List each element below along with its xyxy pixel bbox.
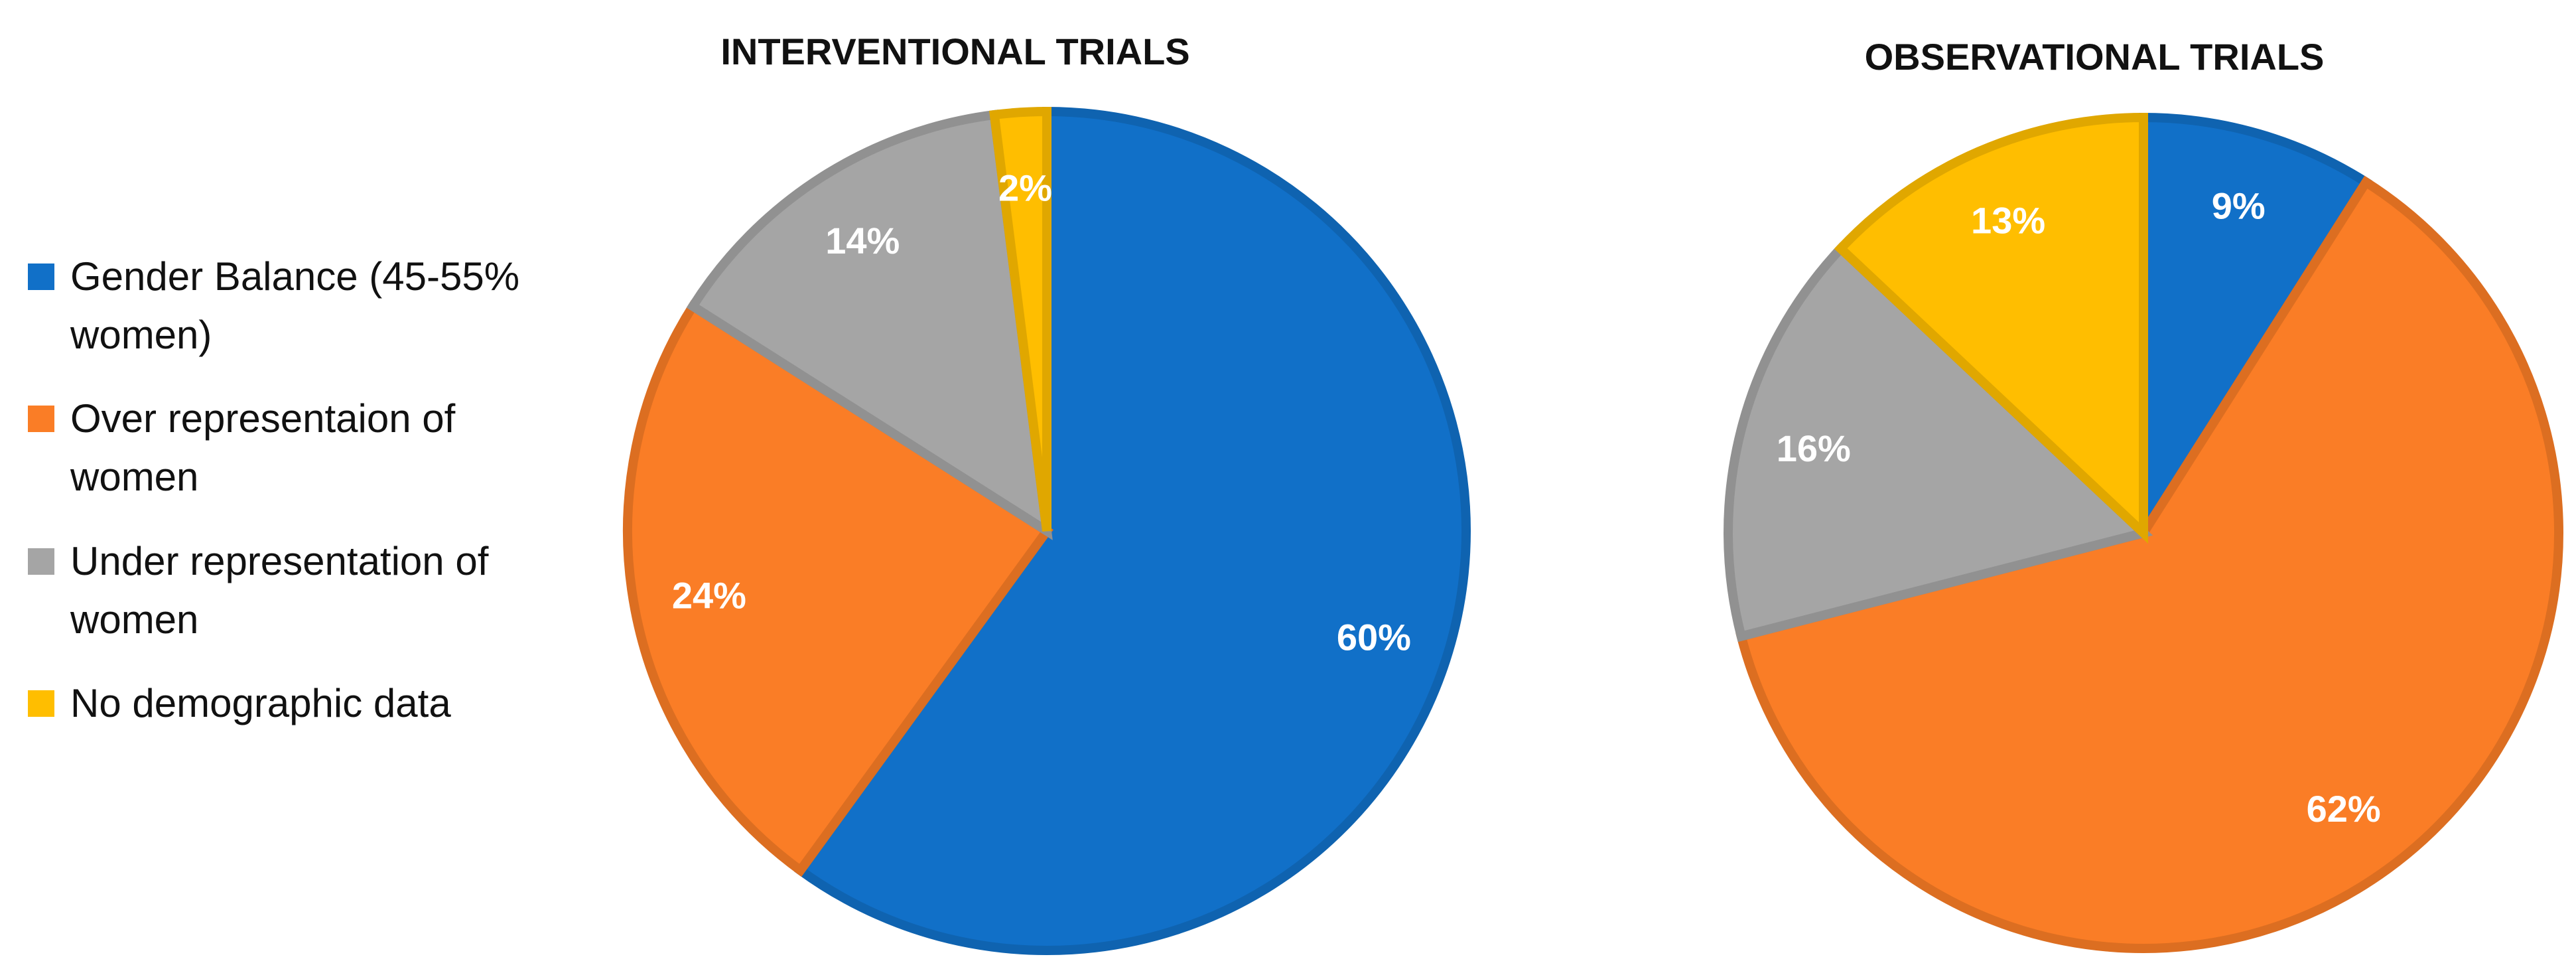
legend-label-line: Gender Balance (45-55%	[70, 254, 519, 299]
legend: Gender Balance (45-55% women) Over represe…	[28, 254, 519, 725]
legend-swatch-0	[28, 263, 54, 290]
pie-slice-no-demographic-data	[1834, 112, 2148, 544]
pie-chart-interventional: INTERVENTIONAL TRIALS 60% 24% 14% 2%	[623, 31, 1471, 955]
data-label-no-demographic-data: 2%	[998, 167, 1052, 208]
pie-slice-gender-balance-45-55-women	[2139, 112, 2373, 550]
data-label-gender-balance-45-55-women: 9%	[2212, 185, 2266, 227]
legend-label-line: women	[70, 455, 198, 499]
chart-title: OBSERVATIONAL TRIALS	[1865, 36, 2325, 78]
data-label-under-representation-of-women: 14%	[825, 220, 900, 262]
data-label-under-representation-of-women: 16%	[1777, 427, 1851, 469]
legend-label-line: women	[70, 597, 198, 642]
pie-slice-under-representation-of-women	[686, 110, 1053, 540]
legend-label-line: women)	[70, 313, 212, 357]
data-label-over-representaion-of-women: 62%	[2307, 788, 2381, 830]
pie-slice-over-representaion-of-women	[623, 299, 1054, 877]
legend-label-line: Over representaion of	[70, 396, 456, 441]
pie-slice-over-representaion-of-women	[1735, 175, 2563, 953]
pie-slice-no-demographic-data	[988, 106, 1051, 532]
legend-swatch-1	[28, 406, 54, 432]
legend-swatch-3	[28, 690, 54, 717]
pie-slice-gender-balance-45-55-women	[793, 106, 1471, 955]
legend-label-line: No demographic data	[70, 681, 451, 725]
data-label-over-representaion-of-women: 24%	[672, 575, 746, 617]
legend-label-line: Under representation of	[70, 539, 489, 583]
data-label-no-demographic-data: 13%	[1971, 199, 2045, 241]
pie-slice-under-representation-of-women	[1724, 242, 2153, 642]
chart-title: INTERVENTIONAL TRIALS	[720, 31, 1189, 72]
data-label-gender-balance-45-55-women: 60%	[1337, 617, 1411, 658]
pie-chart-observational: OBSERVATIONAL TRIALS 9% 62% 16% 13%	[1724, 36, 2563, 953]
legend-swatch-2	[28, 548, 54, 575]
